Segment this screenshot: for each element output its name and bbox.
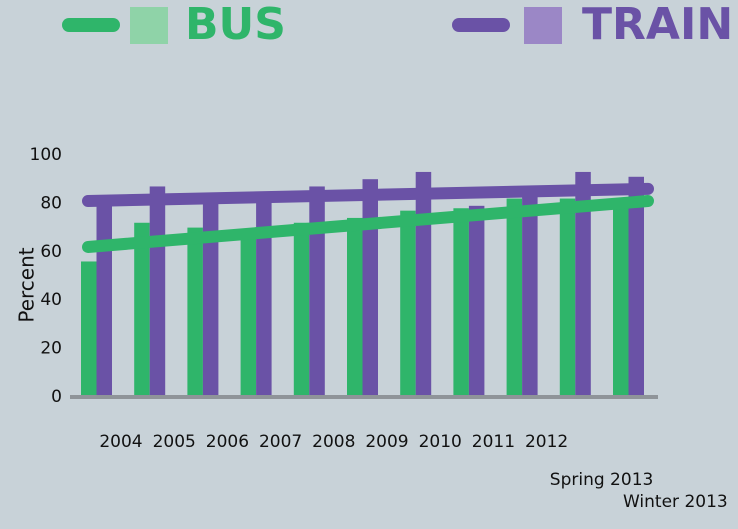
x-tick-label: Winter 2013: [623, 492, 728, 512]
bar: [134, 222, 150, 397]
bar: [347, 217, 363, 397]
y-tick-label: 0: [51, 387, 62, 407]
bar: [628, 176, 644, 397]
legend-swatch: [524, 7, 562, 44]
y-tick-label: 20: [40, 339, 62, 359]
bar: [187, 227, 203, 397]
bar: [202, 193, 219, 397]
bar: [400, 210, 416, 397]
y-tick-label: 80: [40, 193, 62, 213]
x-tick-label: 2009: [365, 432, 408, 452]
bar: [506, 198, 523, 397]
trend-line: [82, 194, 654, 253]
bar: [240, 237, 257, 397]
legend-swatch: [130, 7, 168, 44]
y-tick-label: 100: [30, 145, 62, 165]
x-tick-label: 2006: [206, 432, 249, 452]
bar: [575, 171, 591, 397]
legend-label: TRAIN: [582, 0, 733, 50]
bar: [453, 208, 469, 397]
bar: [559, 198, 576, 397]
bar: [149, 186, 166, 397]
legend-label: BUS: [185, 0, 286, 50]
x-tick-label: 2011: [472, 432, 515, 452]
bar: [613, 205, 629, 397]
trend-line: [82, 182, 654, 207]
bar: [293, 222, 310, 397]
x-tick-label: 2004: [99, 432, 142, 452]
bar: [309, 186, 325, 397]
bar: [81, 261, 97, 397]
y-axis-label: Percent: [15, 247, 39, 322]
bar: [96, 196, 112, 397]
y-tick-label: 60: [40, 242, 62, 262]
y-tick-label: 40: [40, 290, 62, 310]
x-tick-label: Spring 2013: [550, 470, 654, 490]
bar: [468, 205, 485, 397]
x-tick-label: 2008: [312, 432, 355, 452]
x-tick-label: 2005: [153, 432, 196, 452]
x-tick-label: 2010: [419, 432, 462, 452]
bar: [256, 196, 272, 397]
bar: [522, 196, 538, 397]
bar: [362, 179, 378, 397]
x-tick-label: 2007: [259, 432, 302, 452]
x-tick-label: 2012: [525, 432, 568, 452]
bar: [415, 171, 432, 397]
